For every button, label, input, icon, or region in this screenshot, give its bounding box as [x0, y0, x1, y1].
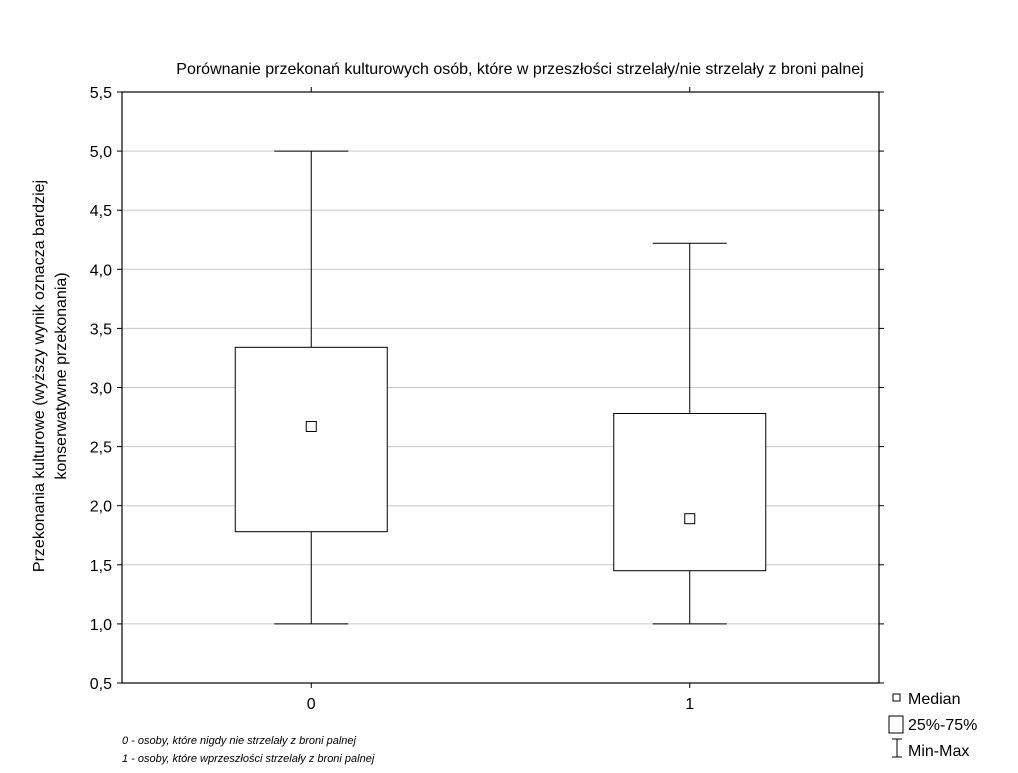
- plot-area-frame: [121, 91, 880, 684]
- category-note-0: 0 - osoby, które nigdy nie strzelały z b…: [122, 735, 357, 747]
- legend-label-median: Median: [908, 691, 960, 708]
- y-tick-label: 5,0: [90, 144, 112, 161]
- y-axis-label-line1: Przekonania kulturowe (wyższy wynik ozna…: [31, 180, 48, 572]
- whisker-range-icon: [892, 738, 902, 758]
- y-axis-ticks: 0,5 1,0 1,5 2,0 2,5 3,0 3,5 4,0 4,5 5,0 5,5: [90, 85, 884, 693]
- x-tick-label: 1: [685, 696, 694, 713]
- median-marker-icon: [892, 693, 901, 702]
- legend-label-whisker: Min-Max: [908, 743, 969, 760]
- y-tick-label: 2,0: [90, 499, 112, 516]
- iqr-box: [234, 346, 388, 533]
- median-marker: [305, 421, 317, 433]
- y-tick-label: 1,0: [90, 617, 112, 634]
- legend: Median 25%-75% Min-Max: [888, 691, 977, 760]
- y-tick-label: 4,0: [90, 262, 112, 279]
- boxes-layer: [234, 150, 767, 625]
- y-tick-label: 4,5: [90, 203, 112, 220]
- y-axis-label-line2: konserwatywne przekonania): [53, 272, 70, 479]
- legend-label-box: 25%-75%: [908, 717, 977, 734]
- y-axis-label: Przekonania kulturowe (wyższy wynik ozna…: [31, 180, 70, 572]
- median-marker: [684, 513, 696, 525]
- legend-item-box: 25%-75%: [888, 715, 977, 734]
- y-tick-label: 3,0: [90, 381, 112, 398]
- y-tick-label: 3,5: [90, 321, 112, 338]
- y-tick-label: 5,5: [90, 85, 112, 102]
- y-tick-label: 2,5: [90, 440, 112, 457]
- legend-item-whisker: Min-Max: [892, 738, 969, 760]
- category-note-1: 1 - osoby, które wprzeszłości strzelały …: [122, 753, 375, 765]
- box-range-icon: [888, 715, 904, 734]
- iqr-box: [613, 413, 767, 572]
- y-tick-label: 0,5: [90, 676, 112, 693]
- legend-item-median: Median: [892, 691, 960, 708]
- x-tick-label: 0: [307, 696, 316, 713]
- y-tick-label: 1,5: [90, 558, 112, 575]
- chart-title: Porównanie przekonań kulturowych osób, k…: [176, 61, 863, 78]
- category-notes: 0 - osoby, które nigdy nie strzelały z b…: [122, 735, 375, 765]
